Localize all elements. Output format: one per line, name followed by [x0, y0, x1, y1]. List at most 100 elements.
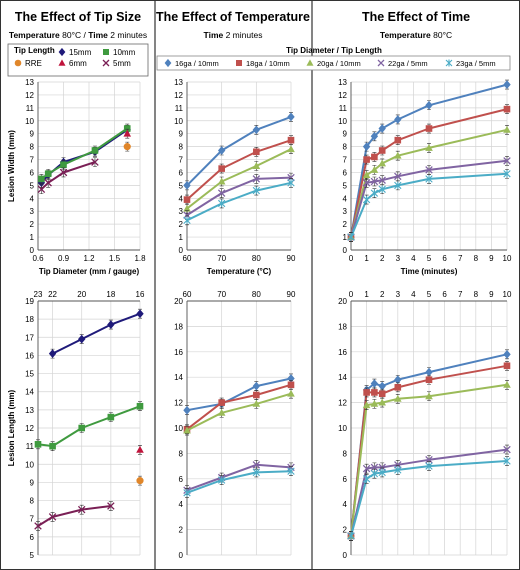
y-tick-label: 12 [174, 91, 183, 100]
marker-star [503, 169, 511, 178]
marker-x [44, 179, 52, 187]
marker-x [217, 189, 226, 197]
series [347, 360, 511, 541]
y-tick-label: 2 [179, 526, 184, 535]
y-tick-label: 12 [174, 399, 183, 408]
series-line [186, 383, 292, 431]
series [38, 123, 131, 184]
marker-triangle [123, 129, 132, 137]
series-line [186, 148, 292, 210]
y-tick-label: 18 [338, 322, 347, 331]
marker-x [503, 445, 511, 454]
marker-star [287, 179, 295, 187]
series [183, 460, 295, 496]
y-tick-label: 0 [179, 246, 184, 255]
y-tick-label: 13 [174, 78, 183, 87]
legend-item: 18ga / 10mm [236, 59, 290, 68]
marker-square [34, 441, 42, 448]
y-tick-label: 14 [338, 373, 347, 382]
x-tick-label: 8 [474, 254, 479, 263]
y-tick-label: 5 [343, 181, 348, 190]
series [347, 456, 511, 541]
y-tick-label: 0 [343, 246, 348, 255]
x-tick-label: 18 [106, 290, 115, 299]
y-tick-label: 7 [343, 156, 348, 165]
y-tick-label: 4 [179, 194, 184, 203]
x-tick-label: 5 [427, 254, 432, 263]
y-tick-label: 1 [30, 233, 35, 242]
series-line [186, 115, 292, 187]
marker-triangle [425, 392, 433, 400]
marker-star [252, 186, 261, 195]
marker-diamond [362, 142, 371, 151]
y-tick-label: 1 [179, 233, 184, 242]
marker-triangle [370, 399, 379, 407]
marker-square [394, 136, 402, 144]
marker-x [425, 166, 433, 174]
y-tick-label: 1 [343, 233, 348, 242]
y-tick-label: 6 [179, 168, 184, 177]
y-tick-label: 12 [338, 399, 347, 408]
y-tick-label: 15 [25, 370, 34, 379]
x-tick-label: 80 [252, 254, 261, 263]
series [34, 501, 115, 531]
y-tick-label: 9 [179, 130, 184, 139]
marker-circle [123, 143, 131, 151]
y-tick-label: 12 [25, 424, 34, 433]
marker-square [363, 156, 370, 163]
marker-triangle [425, 143, 433, 151]
marker-x [48, 513, 57, 521]
legend-item-label: 5mm [113, 59, 131, 68]
panel-title-time: The Effect of Time [362, 10, 470, 24]
marker-star [362, 475, 371, 483]
marker-diamond [136, 309, 144, 319]
condition-tip-size: Temperature 80°C / Time 2 minutes [9, 30, 147, 40]
marker-diamond [183, 181, 191, 190]
condition-label: Temperature [380, 30, 431, 40]
marker-square [425, 376, 433, 384]
marker-square [38, 175, 45, 183]
marker-square [107, 413, 115, 421]
y-tick-label: 8 [30, 497, 35, 506]
marker-square [44, 170, 52, 178]
y-tick-label: 10 [338, 117, 347, 126]
legend-items: 15mm 10mm RRE 6mm 5mm [14, 47, 136, 68]
marker-x [377, 59, 385, 67]
y-tick-label: 4 [343, 194, 348, 203]
series [183, 144, 295, 214]
y-tick-label: 4 [343, 500, 348, 509]
x-tick-label: 2 [380, 254, 385, 263]
marker-triangle [503, 380, 511, 388]
marker-triangle [252, 162, 261, 169]
marker-x [394, 172, 402, 181]
marker-triangle [362, 171, 371, 178]
y-tick-label: 13 [338, 78, 347, 87]
y-tick-label: 4 [179, 500, 184, 509]
marker-diamond [217, 146, 226, 155]
legend-item-label: 15mm [69, 48, 92, 57]
marker-star [347, 532, 355, 540]
y-tick-label: 2 [30, 220, 35, 229]
marker-diamond [58, 47, 66, 57]
legend-items: 16ga / 10mm 18ga / 10mm 20ga / 10mm 22ga / … [164, 58, 496, 68]
series [123, 128, 132, 139]
y-tick-label: 6 [179, 475, 184, 484]
y-tick-label: 8 [30, 143, 35, 152]
panel-title-temperature: The Effect of Temperature [156, 10, 310, 24]
y-tick-label: 0 [343, 551, 348, 560]
marker-x [378, 176, 386, 184]
x-tick-label: 8 [474, 290, 479, 299]
marker-star [425, 462, 433, 470]
marker-square [425, 125, 433, 132]
legend-box [156, 55, 511, 71]
y-tick-label: 6 [30, 168, 35, 177]
condition-value: 2 minutes [108, 30, 147, 40]
legend-item: 5mm [102, 59, 131, 68]
marker-diamond [252, 125, 261, 135]
marker-star [370, 189, 379, 197]
marker-star [425, 175, 433, 183]
series [183, 178, 295, 226]
